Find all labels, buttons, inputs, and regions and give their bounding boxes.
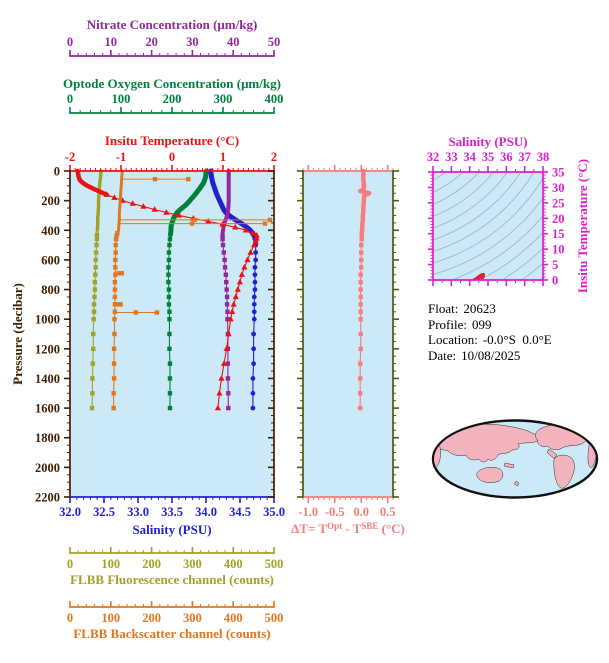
float-id-row: Float: 20623 (428, 301, 496, 316)
tick-label: 32.5 (93, 505, 115, 519)
tick-label: 40 (227, 35, 240, 49)
tick-label: 20 (145, 35, 158, 49)
tick-label: -1 (116, 150, 126, 164)
tick-label: -2 (65, 150, 75, 164)
tick-label: 400 (224, 557, 243, 571)
tick-label: 300 (183, 611, 202, 625)
series-backscatter (111, 169, 273, 411)
tick-label: 20 (552, 212, 565, 226)
nitrate-axis-title: Nitrate Concentration (μm/kg) (86, 17, 258, 32)
tick-label: 35.0 (263, 505, 285, 519)
tick-label: 100 (101, 611, 120, 625)
tick-label: 35 (482, 150, 495, 164)
series-temperature (75, 168, 260, 411)
map-new-guinea (503, 462, 515, 469)
tick-label: 200 (142, 611, 161, 625)
tick-label: 200 (163, 92, 182, 106)
tick-label: 34.0 (195, 505, 217, 519)
salinity-axis-title: Salinity (PSU) (132, 522, 212, 537)
tick-label: 400 (224, 611, 243, 625)
tick-label: 500 (265, 557, 284, 571)
tick-label: 34.5 (229, 505, 251, 519)
tick-label: 2000 (35, 461, 60, 475)
tick-label: 32.0 (59, 505, 81, 519)
date-row: Date: 10/08/2025 (428, 347, 521, 363)
tick-label: 200 (41, 194, 60, 208)
tick-label: 100 (101, 557, 120, 571)
fluorescence-axis-title: FLBB Fluorescence channel (counts) (70, 572, 274, 587)
tick-label: 10 (552, 243, 565, 257)
tick-label: 33 (445, 150, 458, 164)
tick-label: 32 (427, 150, 440, 164)
tick-label: 300 (183, 557, 202, 571)
tick-label: 30 (186, 35, 199, 49)
map-south-america (553, 454, 575, 489)
delta-plot-area (303, 171, 393, 497)
tick-label: 400 (41, 224, 60, 238)
tick-label: 1600 (35, 402, 60, 416)
tick-label: 50 (268, 35, 281, 49)
series-salinity (208, 168, 259, 411)
map-australia (476, 467, 504, 483)
tick-label: 1 (220, 150, 226, 164)
tick-label: 5 (552, 258, 558, 272)
tick-label: 800 (41, 283, 60, 297)
tick-label: 37 (518, 150, 531, 164)
tick-label: 1200 (35, 342, 60, 356)
tick-label: 15 (552, 227, 565, 241)
series-fluorescence (89, 169, 103, 411)
series-nitrate (220, 169, 231, 411)
tick-label: 500 (265, 611, 284, 625)
tick-label: 0 (67, 35, 73, 49)
map-central-america (546, 448, 558, 459)
tick-label: 300 (214, 92, 233, 106)
tick-label: 400 (265, 92, 284, 106)
tick-label: 1400 (35, 372, 60, 386)
tick-label: 33.0 (127, 505, 149, 519)
tick-label: 2200 (35, 491, 60, 505)
tick-label: 1000 (35, 313, 60, 327)
tick-label: 30 (552, 181, 565, 195)
tick-label: -0.5 (325, 505, 345, 519)
tick-label: 600 (41, 253, 60, 267)
tick-label: 38 (537, 150, 550, 164)
delta-t-axis-title: ΔT= TOpt - TSBE (°C) (291, 521, 405, 536)
oxygen-axis-title: Optode Oxygen Concentration (μm/kg) (63, 76, 281, 91)
tick-label: 2 (271, 150, 277, 164)
tick-label: 0.5 (380, 505, 396, 519)
tick-label: 0 (552, 274, 558, 288)
tick-label: 36 (500, 150, 513, 164)
tick-label: 0 (67, 611, 73, 625)
map-greenland (572, 422, 587, 430)
tick-label: 1800 (35, 431, 60, 445)
tick-label: 0 (54, 165, 60, 179)
ts-salinity-axis-title: Salinity (PSU) (448, 134, 528, 149)
location-row: Location: -0.0°S 0.0°E (428, 332, 552, 347)
tick-label: 0 (67, 92, 73, 106)
tick-label: -1.0 (298, 505, 318, 519)
tick-label: 0 (169, 150, 175, 164)
series-delta_t (357, 168, 372, 411)
profile-number-row: Profile: 099 (428, 316, 492, 332)
map-eurasia (436, 424, 539, 463)
temperature-axis-title: Insitu Temperature (°C) (104, 133, 240, 148)
tick-label: 34 (463, 150, 476, 164)
ts-plot-area (433, 172, 543, 280)
tick-label: 25 (552, 196, 565, 210)
map-new-zealand (514, 480, 520, 487)
tick-label: 0 (67, 557, 73, 571)
tick-label: 0.0 (353, 505, 369, 519)
float-info-block: Float: 20623 Profile: 099 Location: -0.0°S … (428, 301, 552, 363)
tick-label: 35 (552, 166, 565, 180)
tick-label: 33.5 (161, 505, 183, 519)
series-oxygen (166, 168, 209, 411)
backscatter-axis-title: FLBB Backscatter channel (counts) (73, 626, 271, 641)
tick-label: 100 (112, 92, 131, 106)
tick-label: 200 (142, 557, 161, 571)
tick-label: 10 (105, 35, 118, 49)
